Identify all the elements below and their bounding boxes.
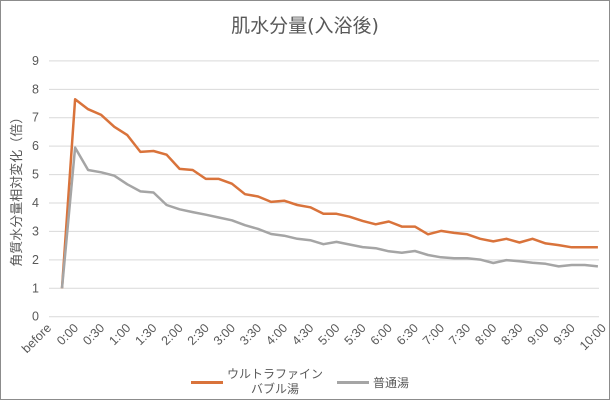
x-tick-label: 7:30 — [446, 321, 473, 348]
x-tick-label: 4:00 — [263, 321, 290, 348]
x-tick-label: 3:00 — [211, 321, 238, 348]
y-tick-label: 5 — [32, 168, 39, 182]
x-tick-label: 2:00 — [159, 321, 186, 348]
x-tick-label: 0:00 — [54, 321, 81, 348]
y-tick-label: 3 — [32, 224, 39, 238]
x-tick-label: 7:00 — [420, 321, 447, 348]
x-tick-label: 8:30 — [498, 321, 525, 348]
y-tick-label: 1 — [32, 281, 39, 295]
x-tick-label: 3:30 — [237, 321, 264, 348]
y-axis-label: 角質水分量相対変化（倍） — [9, 111, 25, 267]
y-tick-label: 8 — [32, 82, 39, 96]
chart-title: 肌水分量(入浴後) — [231, 15, 379, 37]
y-tick-label: 4 — [32, 196, 39, 210]
legend: ウルトラファイン バブル湯 普通湯 — [191, 367, 423, 397]
y-tick-label: 0 — [32, 310, 39, 324]
y-tick-label: 6 — [32, 139, 39, 153]
x-tick-label: 8:00 — [472, 321, 499, 348]
y-tick-label: 7 — [32, 111, 39, 125]
legend-item-normal: 普通湯 — [337, 374, 409, 391]
x-tick-label: before — [19, 321, 54, 356]
y-tick-label: 2 — [32, 253, 39, 267]
legend-label-ufb: ウルトラファイン バブル湯 — [227, 367, 323, 397]
legend-swatch-normal — [337, 380, 369, 384]
legend-label-normal: 普通湯 — [373, 375, 410, 390]
x-tick-label: 6:00 — [368, 321, 395, 348]
x-tick-label: 6:30 — [394, 321, 421, 348]
x-tick-label: 1:00 — [106, 321, 133, 348]
x-tick-label: 10:00 — [577, 321, 609, 353]
x-tick-label: 5:30 — [342, 321, 369, 348]
x-tick-label: 9:00 — [525, 321, 552, 348]
legend-swatch-ufb — [191, 380, 223, 384]
y-tick-label: 9 — [32, 54, 39, 68]
series-line-0 — [60, 98, 598, 289]
x-tick-label: 4:30 — [289, 321, 316, 348]
legend-label-line: バブル湯 — [250, 382, 299, 396]
x-tick-label: 5:00 — [315, 321, 342, 348]
legend-item-ufb: ウルトラファイン バブル湯 — [191, 367, 323, 397]
legend-label-line: ウルトラファイン — [227, 367, 324, 381]
x-tick-label: 2:30 — [185, 321, 212, 348]
x-tick-label: 1:30 — [132, 321, 159, 348]
series-line-1 — [60, 146, 599, 289]
x-tick-label: 0:30 — [80, 321, 107, 348]
x-tick-label: 9:30 — [551, 321, 578, 348]
